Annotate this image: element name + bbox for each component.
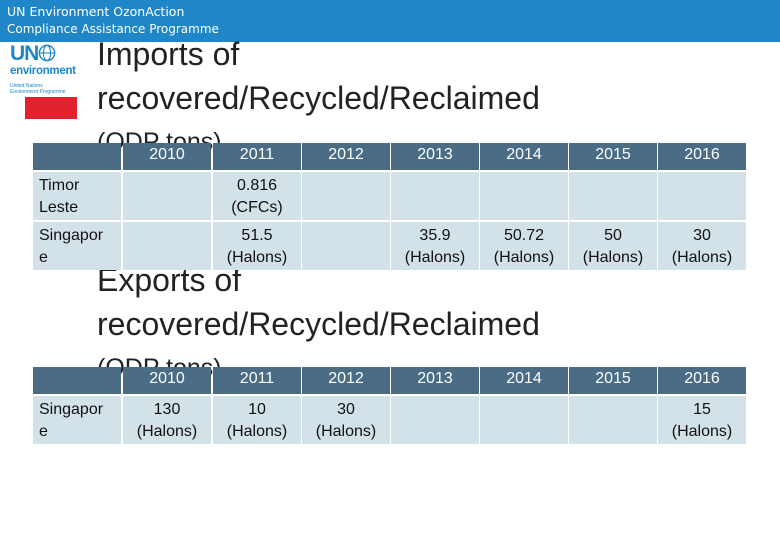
exports-year-header: 2015 bbox=[569, 367, 657, 394]
imports-table-cell bbox=[569, 172, 657, 220]
imports-table-cell bbox=[302, 172, 390, 220]
cell-value: 30 bbox=[337, 401, 355, 418]
cell-value: 35.9 bbox=[419, 227, 451, 244]
exports-table-cell: 130 (Halons) bbox=[123, 396, 211, 444]
cell-substance: (Halons) bbox=[493, 249, 555, 266]
cell-substance: (CFCs) bbox=[231, 199, 283, 216]
imports-table-cell bbox=[123, 222, 211, 270]
exports-table-cell bbox=[480, 396, 568, 444]
country-name-line2: e bbox=[39, 249, 48, 266]
imports-table-cell: 50.72 (Halons) bbox=[480, 222, 568, 270]
accent-bar bbox=[25, 97, 77, 119]
un-environment-logo: UN environment United Nations Environmen… bbox=[10, 42, 76, 98]
cell-value: 51.5 bbox=[241, 227, 273, 244]
imports-year-header: 2012 bbox=[302, 143, 390, 170]
exports-year-header: 2012 bbox=[302, 367, 390, 394]
cell-substance: (Halons) bbox=[226, 423, 288, 440]
cell-value: 50.72 bbox=[503, 227, 545, 244]
logo-environment-text: environment bbox=[10, 65, 76, 77]
exports-year-header: 2016 bbox=[658, 367, 746, 394]
imports-year-header: 2013 bbox=[391, 143, 479, 170]
imports-year-header: 2011 bbox=[213, 143, 301, 170]
imports-table-cell bbox=[123, 172, 211, 220]
imports-year-header: 2016 bbox=[658, 143, 746, 170]
org-name: UN Environment OzonAction bbox=[7, 4, 185, 19]
imports-table-cell: 30 (Halons) bbox=[658, 222, 746, 270]
imports-table-cell: 35.9 (Halons) bbox=[391, 222, 479, 270]
imports-row-country: Singapor e bbox=[33, 222, 121, 270]
exports-year-header: 2011 bbox=[213, 367, 301, 394]
imports-title-line1: Imports of bbox=[97, 36, 240, 72]
imports-table-cell bbox=[480, 172, 568, 220]
imports-year-header: 2010 bbox=[123, 143, 211, 170]
imports-table-cell bbox=[658, 172, 746, 220]
cell-value: 130 bbox=[153, 401, 181, 418]
logo-fine-print: United Nations Environment Programme bbox=[10, 83, 66, 95]
country-name-line2: e bbox=[39, 423, 48, 440]
cell-value: 15 bbox=[693, 401, 711, 418]
exports-year-header: 2010 bbox=[123, 367, 211, 394]
country-name-line1: Singapor bbox=[39, 401, 104, 418]
imports-row-country: Timor Leste bbox=[33, 172, 121, 220]
country-name-line2: Leste bbox=[39, 199, 79, 216]
cell-substance: (Halons) bbox=[136, 423, 198, 440]
imports-table-cell: 51.5 (Halons) bbox=[213, 222, 301, 270]
exports-table-cell: 30 (Halons) bbox=[302, 396, 390, 444]
exports-header-corner bbox=[33, 367, 121, 394]
imports-title-line2: recovered/Recycled/Reclaimed bbox=[97, 80, 540, 116]
cell-substance: (Halons) bbox=[582, 249, 644, 266]
imports-header-corner bbox=[33, 143, 121, 170]
cell-value: 50 bbox=[604, 227, 622, 244]
cell-substance: (Halons) bbox=[404, 249, 466, 266]
exports-table-cell bbox=[569, 396, 657, 444]
country-name-line1: Timor bbox=[39, 177, 80, 194]
exports-year-header: 2014 bbox=[480, 367, 568, 394]
exports-title-line2: recovered/Recycled/Reclaimed bbox=[97, 306, 540, 342]
globe-icon bbox=[38, 44, 56, 62]
cell-substance: (Halons) bbox=[226, 249, 288, 266]
imports-year-header: 2014 bbox=[480, 143, 568, 170]
imports-table-cell: 50 (Halons) bbox=[569, 222, 657, 270]
exports-year-header: 2013 bbox=[391, 367, 479, 394]
exports-table-cell: 15 (Halons) bbox=[658, 396, 746, 444]
header-bar: UN Environment OzonAction Compliance Ass… bbox=[0, 0, 780, 42]
cell-value: 0.816 bbox=[236, 177, 278, 194]
exports-table-cell: 10 (Halons) bbox=[213, 396, 301, 444]
exports-table-cell bbox=[391, 396, 479, 444]
cell-value: 30 bbox=[693, 227, 711, 244]
imports-year-header: 2015 bbox=[569, 143, 657, 170]
imports-title: Imports of recovered/Recycled/Reclaimed … bbox=[97, 32, 540, 164]
cell-substance: (Halons) bbox=[315, 423, 377, 440]
cell-value: 10 bbox=[248, 401, 266, 418]
exports-row-country: Singapor e bbox=[33, 396, 121, 444]
country-name-line1: Singapor bbox=[39, 227, 104, 244]
imports-table-cell bbox=[391, 172, 479, 220]
logo-un-text: UN bbox=[10, 42, 39, 65]
imports-table-cell: 0.816 (CFCs) bbox=[213, 172, 301, 220]
imports-table-cell bbox=[302, 222, 390, 270]
cell-substance: (Halons) bbox=[671, 249, 733, 266]
cell-substance: (Halons) bbox=[671, 423, 733, 440]
programme-name: Compliance Assistance Programme bbox=[7, 22, 219, 36]
